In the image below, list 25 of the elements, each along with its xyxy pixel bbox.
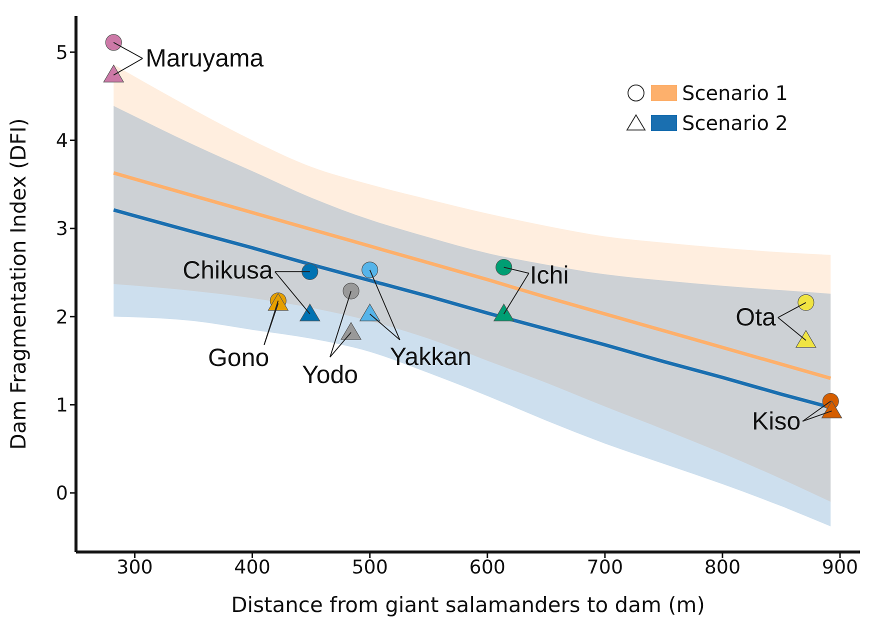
y-axis-title: Dam Fragmentation Index (DFI)	[6, 118, 30, 450]
annotation: Ota	[736, 304, 776, 332]
y-tick-label: 0	[56, 482, 68, 505]
annotation: Kiso	[752, 407, 801, 436]
annotation: Gono	[208, 344, 270, 372]
legend-label: Scenario 2	[682, 110, 788, 137]
annotation: Maruyama	[146, 44, 264, 72]
y-tick-label: 2	[56, 306, 68, 328]
x-tick-label: 900	[822, 556, 858, 578]
legend-label: Scenario 1	[682, 80, 788, 107]
annotation: Yakkan	[390, 342, 472, 371]
x-tick-label: 800	[704, 556, 741, 578]
x-tick-label: 400	[234, 556, 270, 578]
annotation: Chikusa	[182, 256, 273, 285]
x-tick-label: 600	[469, 556, 506, 578]
y-tick-label: 3	[56, 218, 68, 240]
annotation: Ichi	[530, 261, 569, 290]
x-axis-title: Distance from giant salamanders to dam (m)	[231, 593, 705, 617]
x-tick-label: 500	[352, 556, 388, 578]
x-tick-label: 700	[586, 556, 624, 578]
annotation: Yodo	[302, 361, 358, 390]
x-tick-label: 300	[116, 556, 153, 578]
y-tick-label: 4	[56, 130, 68, 152]
y-tick-label: 1	[56, 394, 68, 417]
y-tick-label: 5	[56, 42, 68, 64]
